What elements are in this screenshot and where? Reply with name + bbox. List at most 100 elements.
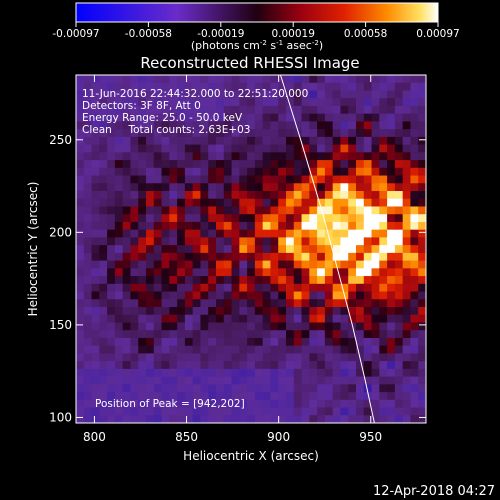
heatmap-cell: [293, 314, 302, 323]
heatmap-cell: [324, 206, 334, 215]
heatmap-cell: [418, 384, 426, 393]
heatmap-cell: [122, 121, 131, 130]
heatmap-cell: [293, 276, 302, 285]
heatmap-cell: [394, 330, 404, 339]
heatmap-cell: [161, 198, 170, 207]
heatmap-cell: [317, 90, 326, 99]
heatmap-cell: [99, 407, 108, 416]
heatmap-cell: [402, 152, 411, 161]
heatmap-cell: [394, 129, 404, 138]
heatmap-cell: [247, 191, 256, 200]
heatmap-cell: [270, 392, 279, 401]
heatmap-cell: [262, 152, 271, 161]
heatmap-cell: [177, 376, 186, 385]
heatmap-cell: [91, 283, 100, 292]
heatmap-cell: [379, 160, 388, 169]
heatmap-cell: [161, 206, 170, 215]
heatmap-cell: [262, 330, 271, 339]
heatmap-cell: [146, 307, 155, 316]
heatmap-cell: [410, 198, 419, 207]
heatmap-cell: [270, 299, 279, 308]
heatmap-cell: [122, 175, 131, 184]
heatmap-cell: [247, 75, 256, 84]
heatmap-cell: [410, 152, 419, 161]
heatmap-cell: [278, 392, 287, 401]
solar-limb-line: [280, 75, 375, 423]
heatmap-cell: [309, 82, 318, 91]
heatmap-cell: [223, 198, 232, 207]
heatmap-cell: [286, 75, 295, 84]
heatmap-cell: [402, 90, 411, 99]
colorbar-tick-label: 0.00097: [416, 28, 459, 40]
heatmap-cell: [254, 368, 264, 377]
heatmap-cell: [83, 144, 92, 153]
heatmap-cell: [208, 152, 217, 161]
heatmap-cell: [340, 376, 349, 385]
heatmap-cell: [76, 229, 85, 238]
heatmap-cell: [394, 160, 404, 169]
heatmap-cell: [348, 268, 357, 277]
heatmap-cell: [107, 415, 116, 423]
heatmap-cell: [309, 160, 318, 169]
heatmap-cell: [418, 144, 426, 153]
heatmap-cell: [394, 291, 404, 300]
heatmap-cell: [216, 345, 225, 354]
heatmap-cell: [278, 399, 287, 408]
peak-position-label: Position of Peak = [942,202]: [95, 398, 245, 410]
heatmap-cell: [340, 345, 349, 354]
heatmap-cell: [83, 136, 92, 145]
heatmap-cell: [363, 105, 372, 115]
heatmap-cell: [247, 82, 256, 91]
heatmap-cell: [130, 229, 139, 238]
heatmap-cell: [309, 415, 318, 423]
heatmap-cell: [231, 376, 240, 385]
heatmap-cell: [278, 307, 287, 316]
heatmap-cell: [270, 237, 279, 246]
heatmap-cell: [83, 82, 92, 91]
heatmap-cell: [216, 75, 225, 84]
heatmap-cell: [122, 221, 131, 231]
heatmap-cell: [363, 276, 372, 285]
heatmap-cell: [324, 407, 334, 416]
heatmap-cell: [223, 82, 232, 91]
heatmap-cell: [138, 376, 147, 385]
heatmap-cell: [324, 245, 334, 254]
heatmap-cell: [340, 105, 349, 115]
heatmap-cell: [91, 245, 100, 254]
heatmap-cell: [394, 314, 404, 323]
heatmap-cell: [169, 345, 178, 354]
heatmap-cell: [301, 399, 310, 408]
heatmap-cell: [410, 376, 419, 385]
heatmap-cell: [200, 237, 209, 246]
heatmap-cell: [216, 214, 225, 223]
heatmap-cell: [270, 330, 279, 339]
heatmap-cell: [231, 245, 240, 254]
heatmap-cell: [146, 191, 155, 200]
heatmap-cell: [348, 291, 357, 300]
heatmap-cell: [239, 345, 248, 354]
heatmap-cell: [192, 129, 201, 138]
heatmap-cell: [138, 407, 147, 416]
heatmap-cell: [184, 206, 194, 215]
heatmap-cell: [192, 384, 201, 393]
heatmap-cell: [348, 167, 357, 176]
heatmap-cell: [317, 314, 326, 323]
heatmap-cell: [161, 105, 170, 115]
heatmap-cell: [83, 376, 92, 385]
heatmap-cell: [200, 136, 209, 145]
heatmap-cell: [317, 175, 326, 184]
heatmap-cell: [146, 160, 155, 169]
heatmap-cell: [247, 183, 256, 192]
heatmap-cell: [270, 129, 279, 138]
heatmap-cell: [153, 415, 162, 423]
heatmap-cell: [410, 276, 419, 285]
heatmap-cell: [371, 407, 380, 416]
heatmap-cell: [192, 392, 201, 401]
heatmap-cell: [138, 361, 147, 370]
heatmap-cell: [286, 160, 295, 169]
heatmap-cell: [130, 75, 139, 84]
heatmap-cell: [184, 299, 194, 308]
heatmap-cell: [317, 376, 326, 385]
heatmap-cell: [130, 345, 139, 354]
heatmap-cell: [301, 221, 310, 231]
